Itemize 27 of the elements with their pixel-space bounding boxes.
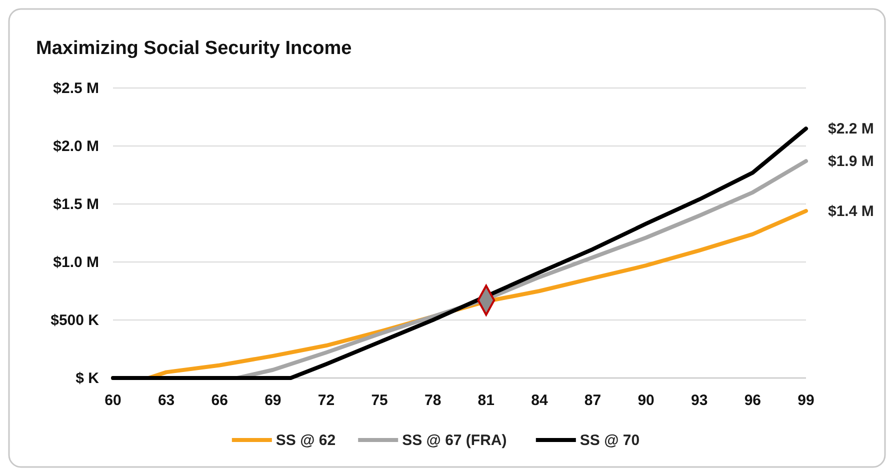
x-tick-label: 66	[211, 392, 228, 409]
x-tick-label: 81	[478, 392, 494, 409]
chart-title: Maximizing Social Security Income	[36, 38, 352, 59]
data-label: $1.9 M	[828, 153, 874, 170]
x-tick-label: 63	[158, 392, 175, 409]
x-tick-label: 99	[798, 392, 814, 409]
y-tick-label: $1.0 M	[53, 254, 99, 271]
y-tick-label: $1.5 M	[53, 196, 99, 213]
y-tick-label: $2.5 M	[53, 80, 99, 97]
data-label: $1.4 M	[828, 202, 874, 220]
x-tick-label: 78	[424, 392, 442, 409]
x-tick-label: 60	[104, 392, 122, 409]
data-label: $2.2 M	[828, 120, 874, 138]
x-tick-label: 75	[371, 392, 388, 409]
x-tick-label: 72	[318, 392, 335, 409]
x-tick-label: 84	[531, 392, 548, 409]
y-tick-label: $2.0 M	[53, 138, 99, 155]
x-tick-label: 87	[584, 392, 602, 409]
legend-label: SS @ 70	[580, 432, 640, 449]
y-tick-label: $ K	[76, 370, 100, 387]
x-tick-label: 96	[744, 392, 762, 409]
y-tick-label: $500 K	[50, 312, 100, 329]
x-tick-label: 90	[638, 392, 654, 409]
legend-label: SS @ 62	[276, 432, 336, 449]
legend-label: SS @ 67 (FRA)	[402, 432, 507, 449]
x-tick-label: 69	[264, 392, 282, 409]
x-tick-label: 93	[691, 392, 708, 409]
